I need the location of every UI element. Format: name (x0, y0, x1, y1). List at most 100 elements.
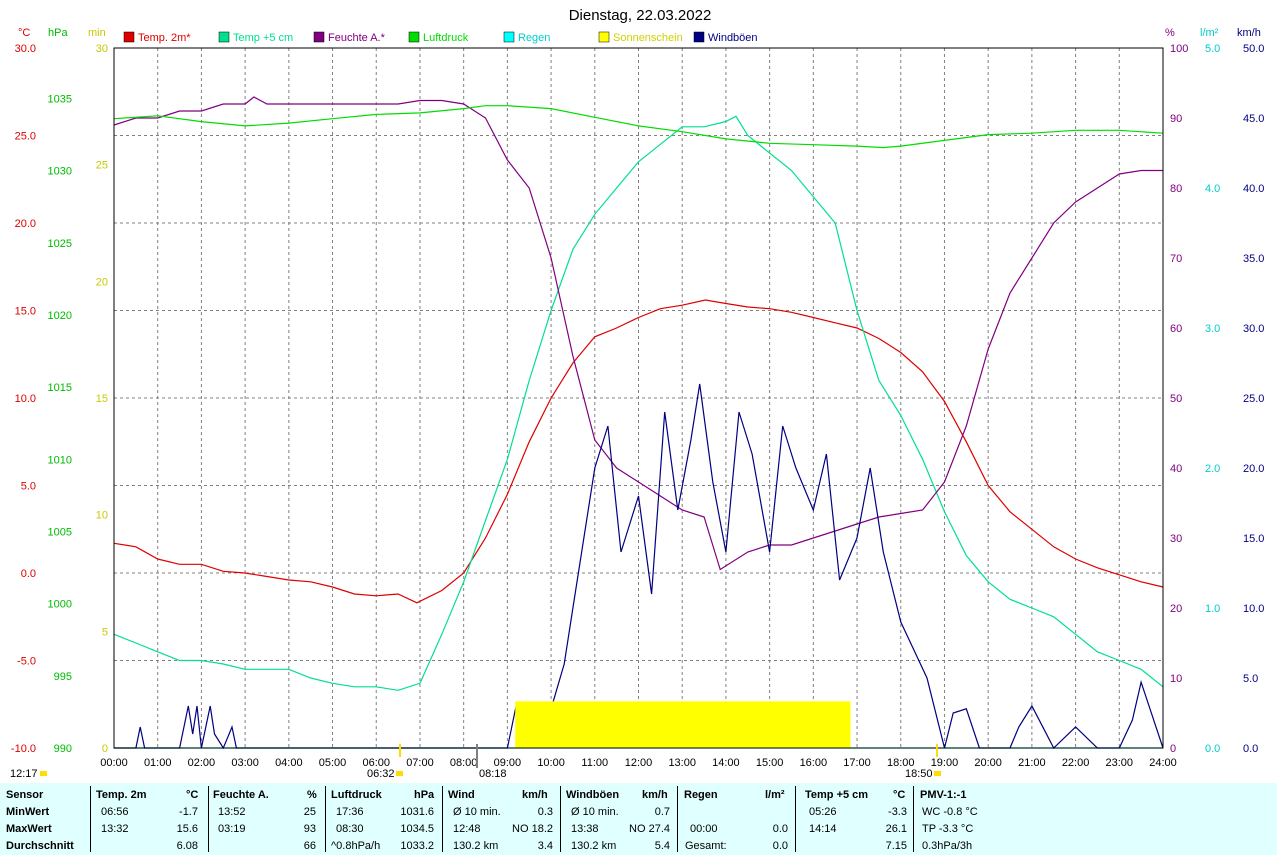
wind-axis-label: 50.0 (1243, 43, 1264, 55)
row-min-w-val: 0.3 (537, 806, 553, 818)
x-tick-label: 04:00 (275, 757, 303, 769)
stats-row-min: MinWert 06:56 -1.7 13:52 25 17:36 1031.6… (0, 806, 1277, 822)
humidity-axis-label: 50 (1170, 393, 1182, 405)
legend-label: Feuchte A.* (328, 32, 386, 44)
sunshine-axis-label: 0 (102, 743, 108, 755)
legend-label: Luftdruck (423, 32, 469, 44)
temp-axis-label: 25.0 (15, 131, 36, 143)
row-min-t5-val: -3.3 (888, 806, 907, 818)
legend-label: Windböen (708, 32, 758, 44)
row-min-t2-time: 06:56 (101, 806, 129, 818)
temp-axis-label: 15.0 (15, 306, 36, 318)
legend-label: Sonnenschein (613, 32, 683, 44)
humidity-axis-label: 40 (1170, 463, 1182, 475)
unit-sun: min (88, 27, 106, 39)
row-max-pmv: TP -3.3 °C (922, 823, 974, 835)
row-avg-r-val: 0.0 (772, 840, 788, 852)
sunshine-bar (515, 701, 851, 748)
legend-label: Temp. 2m* (138, 32, 191, 44)
unit-temp: °C (18, 27, 30, 39)
pressure-axis-label: 1015 (48, 382, 72, 394)
hdr-temp2m-unit: °C (186, 789, 199, 801)
hdr-sensor: Sensor (6, 789, 44, 801)
sunshine-axis-label: 30 (96, 43, 108, 55)
humidity-axis-label: 20 (1170, 603, 1182, 615)
row-max-f-time: 03:19 (218, 823, 246, 835)
axes: 00:00 01:00 02:00 03:00 04:00 05:00 06:00 07:00… (11, 43, 1265, 769)
wind-axis-label: 35.0 (1243, 253, 1264, 265)
hdr-wind: Wind (448, 789, 475, 801)
wind-axis-label: 10.0 (1243, 603, 1264, 615)
marker-left-sun (40, 771, 47, 776)
rain-axis-label: 3.0 (1205, 323, 1220, 335)
marker-sunrise-icon (396, 771, 403, 776)
pressure-axis-label: 995 (54, 671, 72, 683)
legend-label: Temp +5 cm (233, 32, 293, 44)
row-avg-b-time: 130.2 km (571, 840, 617, 852)
stats-divider (795, 786, 796, 852)
x-tick-label: 23:00 (1106, 757, 1134, 769)
rain-axis-label: 1.0 (1205, 603, 1220, 615)
row-max-p-time: 08:30 (336, 823, 364, 835)
x-tick-label: 24:00 (1149, 757, 1177, 769)
pressure-axis-label: 1035 (48, 94, 72, 106)
rain-axis-label: 2.0 (1205, 463, 1220, 475)
hdr-regen-unit: l/m² (765, 789, 785, 801)
hdr-feuchte: Feuchte A. (213, 789, 269, 801)
row-avg-t2-val: 6.08 (176, 840, 198, 852)
wind-axis-label: 20.0 (1243, 463, 1264, 475)
stats-row-avg: Durchschnitt 6.08 66 ^0.8hPa/h 1033.2 13… (0, 840, 1277, 856)
row-avg-label: Durchschnitt (6, 840, 74, 852)
rain-axis-label: 5.0 (1205, 43, 1220, 55)
temp-axis-label: 20.0 (15, 218, 36, 230)
marker-sunset-icon (934, 771, 941, 776)
series-line-temp-2m (113, 299, 1164, 604)
row-avg-p-time: ^0.8hPa/h (331, 840, 381, 852)
pressure-axis-label: 1025 (48, 238, 72, 250)
humidity-axis-label: 100 (1170, 43, 1188, 55)
row-min-b-val: 0.7 (654, 806, 670, 818)
x-tick-label: 08:00 (450, 757, 478, 769)
legend-swatch (123, 31, 135, 43)
row-max-t2-time: 13:32 (101, 823, 129, 835)
wind-axis-label: 0.0 (1243, 743, 1258, 755)
pressure-axis-label: 1030 (48, 166, 72, 178)
legend-swatch (598, 31, 610, 43)
unit-wind: km/h (1237, 27, 1261, 39)
row-avg-w-val: 3.4 (537, 840, 553, 852)
stats-divider (325, 786, 326, 852)
sunshine-axis-label: 20 (96, 276, 108, 288)
unit-press: hPa (48, 27, 68, 39)
legend: Temp. 2m* Temp +5 cm Feuchte A.* Luftdruck R… (123, 31, 758, 44)
row-min-f-time: 13:52 (218, 806, 246, 818)
row-min-label: MinWert (6, 806, 50, 818)
wind-axis-label: 15.0 (1243, 533, 1264, 545)
sunshine-axis-label: 25 (96, 160, 108, 172)
row-max-r-time: 00:00 (690, 823, 718, 835)
series-layer (113, 96, 1164, 750)
temp-axis-label: 10.0 (15, 393, 36, 405)
stats-row-max: MaxWert 13:32 15.6 03:19 93 08:30 1034.5… (0, 823, 1277, 839)
stats-divider (913, 786, 914, 852)
pressure-axis-label: 1020 (48, 310, 72, 322)
row-min-w-time: Ø 10 min. (453, 806, 501, 818)
stats-divider (90, 786, 91, 852)
stats-divider (442, 786, 443, 852)
wind-axis-label: 30.0 (1243, 323, 1264, 335)
grid (114, 48, 1163, 748)
hdr-temp5: Temp +5 cm (805, 789, 869, 801)
x-tick-label: 16:00 (800, 757, 828, 769)
temp-axis-label: -10.0 (11, 743, 36, 755)
hdr-luftdruck-unit: hPa (414, 789, 435, 801)
stats-divider (560, 786, 561, 852)
x-tick-label: 17:00 (843, 757, 871, 769)
weather-chart: Dienstag, 22.03.2022 °C hPa min % l/m² k… (10, 7, 1265, 780)
hdr-temp2m: Temp. 2m (96, 789, 147, 801)
x-tick-label: 03:00 (231, 757, 259, 769)
marker-sunset-time: 18:50 (905, 768, 933, 780)
row-min-p-time: 17:36 (336, 806, 364, 818)
x-tick-label: 11:00 (581, 757, 608, 769)
rain-axis-label: 4.0 (1205, 183, 1220, 195)
rain-axis-label: 0.0 (1205, 743, 1220, 755)
series-line-luftdruck (113, 105, 1164, 149)
